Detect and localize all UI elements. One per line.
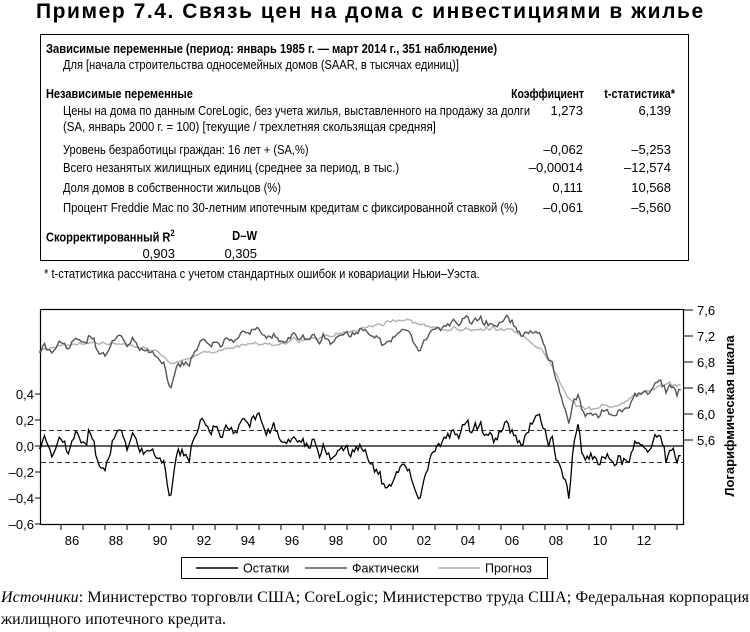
svg-text:0,4: 0,4 xyxy=(16,387,34,402)
svg-text:96: 96 xyxy=(285,533,299,548)
svg-text:90: 90 xyxy=(153,533,167,548)
svg-text:88: 88 xyxy=(109,533,123,548)
svg-text:6,0: 6,0 xyxy=(697,407,715,422)
svg-text:0,0: 0,0 xyxy=(16,439,34,454)
svg-text:5,6: 5,6 xyxy=(697,433,715,448)
svg-text:06: 06 xyxy=(505,533,519,548)
svg-text:92: 92 xyxy=(197,533,211,548)
svg-text:Фактически: Фактически xyxy=(352,562,419,576)
svg-text:6,8: 6,8 xyxy=(697,355,715,370)
svg-text:–0,4: –0,4 xyxy=(9,491,34,506)
svg-text:7,2: 7,2 xyxy=(697,329,715,344)
svg-text:86: 86 xyxy=(65,533,79,548)
svg-text:04: 04 xyxy=(461,533,475,548)
svg-text:Прогноз: Прогноз xyxy=(485,562,532,576)
svg-text:00: 00 xyxy=(373,533,387,548)
svg-text:7,6: 7,6 xyxy=(697,303,715,318)
svg-text:02: 02 xyxy=(417,533,431,548)
svg-text:–0,2: –0,2 xyxy=(9,465,34,480)
svg-text:Остатки: Остатки xyxy=(243,562,289,576)
svg-text:6,4: 6,4 xyxy=(697,381,715,396)
svg-text:94: 94 xyxy=(241,533,255,548)
svg-text:0,2: 0,2 xyxy=(16,413,34,428)
svg-text:Логарифмическая шкала: Логарифмическая шкала xyxy=(722,335,737,497)
svg-text:12: 12 xyxy=(637,533,651,548)
svg-text:08: 08 xyxy=(549,533,563,548)
svg-text:10: 10 xyxy=(593,533,607,548)
svg-text:98: 98 xyxy=(329,533,343,548)
svg-text:–0,6: –0,6 xyxy=(9,517,34,532)
